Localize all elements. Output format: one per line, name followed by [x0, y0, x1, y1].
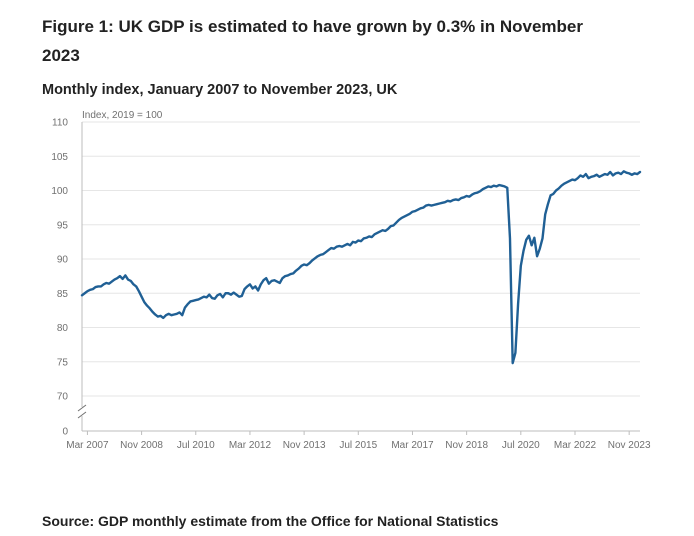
- x-tick-label: Jul 2010: [177, 440, 215, 451]
- series-line: [80, 170, 642, 365]
- y-tick-label: 75: [57, 357, 69, 368]
- x-tick-label: Mar 2007: [66, 440, 109, 451]
- y-tick-label: 80: [57, 323, 69, 334]
- x-tick-label: Jul 2015: [339, 440, 377, 451]
- axis-break-mark: [77, 411, 87, 419]
- line-chart: 110 105 100 95 90 85 80 75 70 0 Mar 2007 Nov 2008 J…: [51, 110, 651, 451]
- y-tick-label: 105: [51, 152, 68, 163]
- x-axis: Mar 2007 Nov 2008 Jul 2010 Mar 2012 Nov 2013…: [66, 431, 651, 451]
- y-tick-label: 85: [57, 289, 69, 300]
- y-tick-label: 110: [52, 118, 68, 129]
- chart-subtitle: Monthly index, January 2007 to November …: [42, 82, 398, 98]
- x-tick-label: Nov 2023: [608, 440, 651, 451]
- x-tick-label: Nov 2013: [283, 440, 326, 451]
- y-axis-unit-label: Index, 2019 = 100: [82, 110, 163, 121]
- y-axis: 110 105 100 95 90 85 80 75 70 0: [51, 118, 87, 438]
- gridlines: [82, 121, 640, 432]
- y-tick-label: 70: [57, 392, 69, 403]
- x-tick-label: Mar 2012: [229, 440, 272, 451]
- y-tick-label: 90: [57, 255, 69, 266]
- x-tick-label: Jul 2020: [502, 440, 540, 451]
- chart-title: Figure 1: UK GDP is estimated to have gr…: [42, 17, 583, 65]
- source-note: Source: GDP monthly estimate from the Of…: [42, 513, 499, 529]
- x-tick-label: Nov 2008: [120, 440, 163, 451]
- axis-break-mark: [77, 404, 87, 412]
- x-tick-label: Mar 2017: [391, 440, 434, 451]
- x-tick-label: Mar 2022: [554, 440, 597, 451]
- y-tick-label: 100: [51, 186, 68, 197]
- series-group: [80, 170, 642, 365]
- x-tick-label: Nov 2018: [445, 440, 488, 451]
- y-tick-label: 0: [62, 427, 68, 438]
- y-tick-label: 95: [57, 220, 69, 231]
